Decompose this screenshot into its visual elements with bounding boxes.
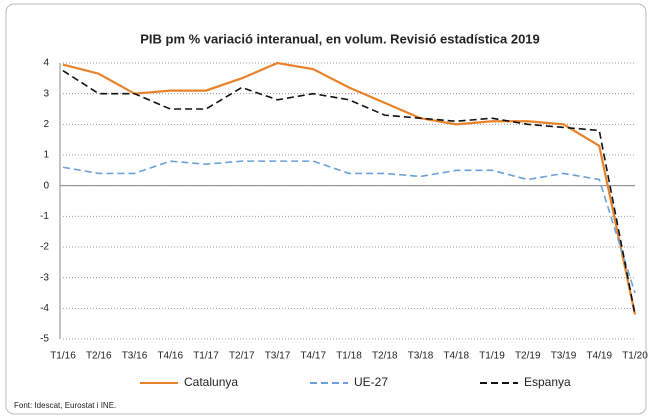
x-tick-label: T1/20 — [622, 351, 648, 362]
x-tick-label: T3/17 — [265, 351, 291, 362]
series-line — [62, 69, 636, 315]
x-tick-label: T1/18 — [336, 351, 362, 362]
legend-label: Catalunya — [184, 375, 238, 389]
source: Font: Idescat, Eurostat i INE. — [14, 401, 116, 410]
x-tick-label: T3/16 — [122, 351, 148, 362]
y-tick-label: 1 — [43, 150, 49, 161]
x-tick-label: T4/16 — [157, 351, 183, 362]
x-tick-label: T1/16 — [50, 351, 76, 362]
x-tick-label: T3/19 — [551, 351, 577, 362]
x-tick-label: T2/17 — [229, 351, 255, 362]
y-tick-label: -2 — [40, 242, 49, 253]
x-tick-label: T4/18 — [443, 351, 469, 362]
x-tick-label: T2/19 — [515, 351, 541, 362]
y-tick-label: -1 — [40, 211, 49, 222]
y-tick-label: 4 — [43, 58, 49, 69]
y-tick-label: 0 — [43, 180, 49, 191]
chart-title: PIB pm % variació interanual, en volum. … — [140, 31, 540, 46]
series-line — [62, 160, 636, 294]
x-tick-label: T3/18 — [408, 351, 434, 362]
y-tick-label: -5 — [40, 334, 49, 345]
x-tick-label: T4/19 — [586, 351, 612, 362]
y-tick-label: 2 — [43, 119, 49, 130]
x-tick-label: T1/17 — [193, 351, 219, 362]
legend-label: Espanya — [524, 375, 571, 389]
x-tick-label: T2/16 — [86, 351, 112, 362]
y-tick-label: -3 — [40, 272, 49, 283]
x-tick-label: T2/18 — [372, 351, 398, 362]
x-tick-label: T4/17 — [300, 351, 326, 362]
y-tick-label: -4 — [40, 303, 49, 314]
series-line — [62, 61, 637, 315]
x-tick-label: T1/19 — [479, 351, 505, 362]
legend-label: UE-27 — [354, 375, 388, 389]
y-tick-label: 3 — [43, 88, 49, 99]
